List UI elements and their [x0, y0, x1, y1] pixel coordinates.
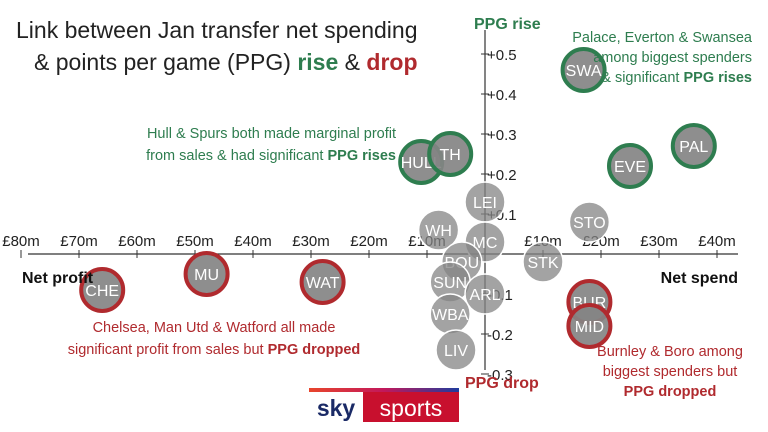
- data-point-sto: [568, 201, 611, 243]
- annotation-hull-line-2: from sales & had significant PPG rises: [146, 148, 396, 164]
- annotation-chelsea: Chelsea, Man Utd & Watford all made sign…: [68, 320, 361, 358]
- data-point-mid: [566, 303, 613, 349]
- annotation-burnley-line-3: PPG dropped: [624, 384, 717, 400]
- data-point-arl: [464, 273, 506, 315]
- x-tick-label: £30m: [292, 233, 330, 250]
- x-tick-label: £50m: [176, 233, 214, 250]
- data-point-che: [79, 267, 126, 313]
- data-point-label: CHE: [85, 283, 119, 300]
- logo-stripe: [309, 388, 459, 392]
- x-tick-label: £40m: [234, 233, 272, 250]
- chart-title-rise: rise: [297, 49, 338, 75]
- y-tick-label: +0.4: [487, 87, 517, 104]
- data-point-stk: [522, 241, 564, 283]
- y-tick-label: +0.5: [487, 47, 517, 64]
- chart-title-amp: &: [338, 49, 366, 75]
- chart-title-line-1: Link between Jan transfer net spending: [16, 17, 418, 43]
- x-tick-label: £70m: [60, 233, 98, 250]
- annotation-chelsea-bold: PPG dropped: [268, 342, 361, 358]
- data-point-label: SUN: [433, 275, 467, 292]
- annotation-burnley-line-1: Burnley & Boro among: [597, 344, 743, 360]
- annotation-chelsea-line-1: Chelsea, Man Utd & Watford all made: [93, 320, 336, 336]
- data-point-label: ARL: [469, 287, 500, 304]
- data-point-label: PAL: [679, 139, 708, 156]
- x-tick-label: £20m: [350, 233, 388, 250]
- annotation-hull-pre: from sales & had significant: [146, 148, 327, 164]
- x-tick-label: £30m: [640, 233, 678, 250]
- annotation-palace-pre: & significant: [601, 70, 683, 86]
- annotation-palace-line-3: & significant PPG rises: [601, 70, 752, 86]
- x-tick-label: £40m: [698, 233, 736, 250]
- data-point-eve: [607, 143, 653, 189]
- data-point-label: WAT: [306, 275, 340, 292]
- chart-title-part: & points per game (PPG): [34, 49, 297, 75]
- chart-title-line-2: & points per game (PPG) rise & drop: [34, 49, 418, 75]
- x-tick-label: £80m: [2, 233, 40, 250]
- annotation-hull-bold: PPG rises: [327, 148, 396, 164]
- x-label-right: Net spend: [661, 270, 738, 287]
- logo-sky-text: sky: [317, 395, 356, 421]
- data-point-label: WH: [425, 223, 452, 240]
- x-label-left: Net profit: [22, 270, 94, 287]
- logo-left-box: [309, 392, 363, 422]
- y-label-top: PPG rise: [474, 16, 541, 33]
- data-point-swa: [560, 47, 607, 93]
- data-point-label: STO: [573, 215, 606, 232]
- data-point-label: WBA: [432, 307, 469, 324]
- data-point-label: SWA: [566, 63, 602, 80]
- data-point-label: TH: [440, 147, 461, 164]
- annotation-palace-line-2: among biggest spenders: [593, 50, 752, 66]
- data-point-label: LIV: [444, 343, 468, 360]
- data-point-pal: [670, 123, 717, 169]
- annotation-chelsea-pre: significant profit from sales but: [68, 342, 268, 358]
- logo-sports-text: sports: [380, 395, 443, 421]
- data-point-mu: [183, 251, 230, 297]
- annotation-chelsea-line-2: significant profit from sales but PPG dr…: [68, 342, 361, 358]
- data-point-label: MU: [194, 267, 219, 284]
- annotation-hull: Hull & Spurs both made marginal profit f…: [146, 126, 396, 164]
- sky-sports-logo: sky sports: [309, 388, 459, 422]
- chart-title-drop: drop: [366, 49, 417, 75]
- annotation-palace-line-1: Palace, Everton & Swansea: [572, 30, 753, 46]
- data-point-label: LEI: [473, 195, 497, 212]
- y-tick-label: +0.2: [487, 167, 517, 184]
- annotation-burnley: Burnley & Boro among biggest spenders bu…: [597, 344, 743, 400]
- data-point-wat: [299, 259, 346, 305]
- x-tick-label: £60m: [118, 233, 156, 250]
- data-point-label: EVE: [614, 159, 646, 176]
- y-tick-label: -0.2: [487, 327, 513, 344]
- y-label-bottom: PPG drop: [465, 375, 539, 392]
- data-point-liv: [435, 329, 477, 371]
- data-point-wh: [417, 209, 460, 251]
- annotation-burnley-line-2: biggest spenders but: [603, 364, 738, 380]
- data-point-label: STK: [527, 255, 558, 272]
- logo-right-box: [363, 392, 459, 422]
- y-tick-label: -0.3: [487, 367, 513, 384]
- data-point-th: [427, 131, 474, 177]
- y-tick-label: +0.3: [487, 127, 517, 144]
- annotation-palace: Palace, Everton & Swansea among biggest …: [572, 30, 753, 86]
- annotation-palace-bold: PPG rises: [683, 70, 752, 86]
- data-point-label: MC: [473, 235, 498, 252]
- data-point-label: MID: [575, 319, 604, 336]
- annotation-hull-line-1: Hull & Spurs both made marginal profit: [147, 126, 396, 142]
